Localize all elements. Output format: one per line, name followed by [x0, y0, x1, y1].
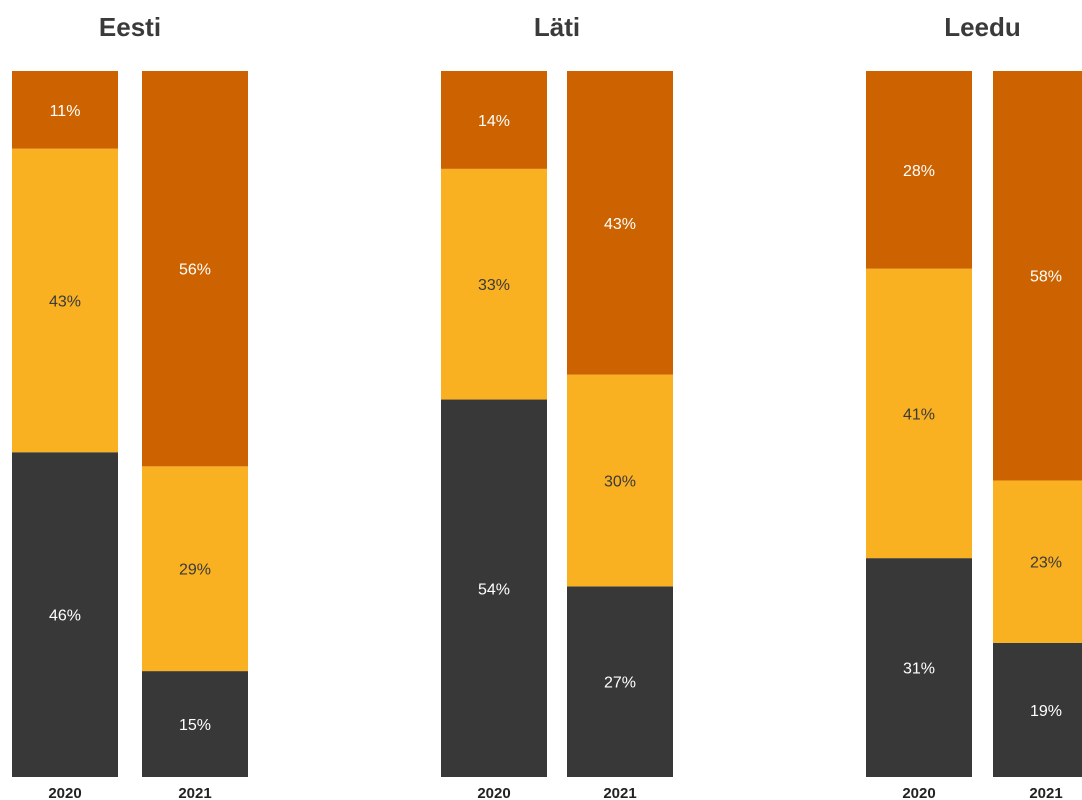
bar-segment-yellow — [12, 148, 118, 453]
data-label: 43% — [49, 293, 81, 310]
data-label: 19% — [1030, 703, 1062, 720]
panel-title: Leedu — [944, 12, 1021, 42]
bar-segment-dark — [866, 558, 972, 777]
data-label: 15% — [179, 717, 211, 734]
data-label: 58% — [1030, 269, 1062, 286]
panel-3: Leedu 31% 41% 28% 2020 19% 23% 58% 2021 — [866, 12, 1082, 800]
bar-segment-yellow — [142, 466, 248, 672]
x-tick-label: 2020 — [902, 785, 935, 800]
bar-segment-yellow — [993, 480, 1082, 643]
data-label: 31% — [903, 661, 935, 678]
bar-segment-orange — [142, 71, 248, 467]
bar-segment-dark — [441, 399, 547, 777]
bar-segment-yellow — [567, 374, 673, 587]
bar-segment-orange — [12, 71, 118, 149]
data-label: 27% — [604, 675, 636, 692]
bar-segment-dark — [142, 671, 248, 777]
data-label: 29% — [179, 562, 211, 579]
x-tick-label: 2020 — [477, 785, 510, 800]
panel-1: Eesti 46% 43% 11% 2020 15% 29% 56% 2021 — [12, 12, 248, 800]
data-label: 56% — [179, 262, 211, 279]
x-tick-label: 2021 — [178, 785, 211, 800]
data-label: 33% — [478, 277, 510, 294]
bar-segment-yellow — [441, 168, 547, 400]
data-label: 43% — [604, 216, 636, 233]
x-tick-label: 2020 — [48, 785, 81, 800]
bar-segment-dark — [12, 452, 118, 777]
data-label: 41% — [903, 406, 935, 423]
data-label: 46% — [49, 608, 81, 625]
bar-segment-orange — [441, 71, 547, 169]
data-label: 54% — [478, 581, 510, 598]
bar-segment-yellow — [866, 268, 972, 559]
data-label: 30% — [604, 473, 636, 490]
bar-segment-dark — [993, 642, 1082, 777]
panel-2: Läti 54% 33% 14% 2020 27% 30% 43% 2021 — [441, 12, 673, 800]
bar-segment-orange — [866, 71, 972, 269]
bar-segment-orange — [567, 71, 673, 375]
x-tick-label: 2021 — [603, 785, 636, 800]
panel-title: Eesti — [99, 12, 161, 42]
bar-segment-orange — [993, 71, 1082, 481]
panel-title: Läti — [534, 12, 580, 42]
data-label: 28% — [903, 163, 935, 180]
data-label: 11% — [50, 103, 81, 120]
data-label: 14% — [478, 113, 510, 130]
data-label: 23% — [1030, 555, 1062, 572]
bar-segment-dark — [567, 586, 673, 777]
x-tick-label: 2021 — [1029, 785, 1062, 800]
